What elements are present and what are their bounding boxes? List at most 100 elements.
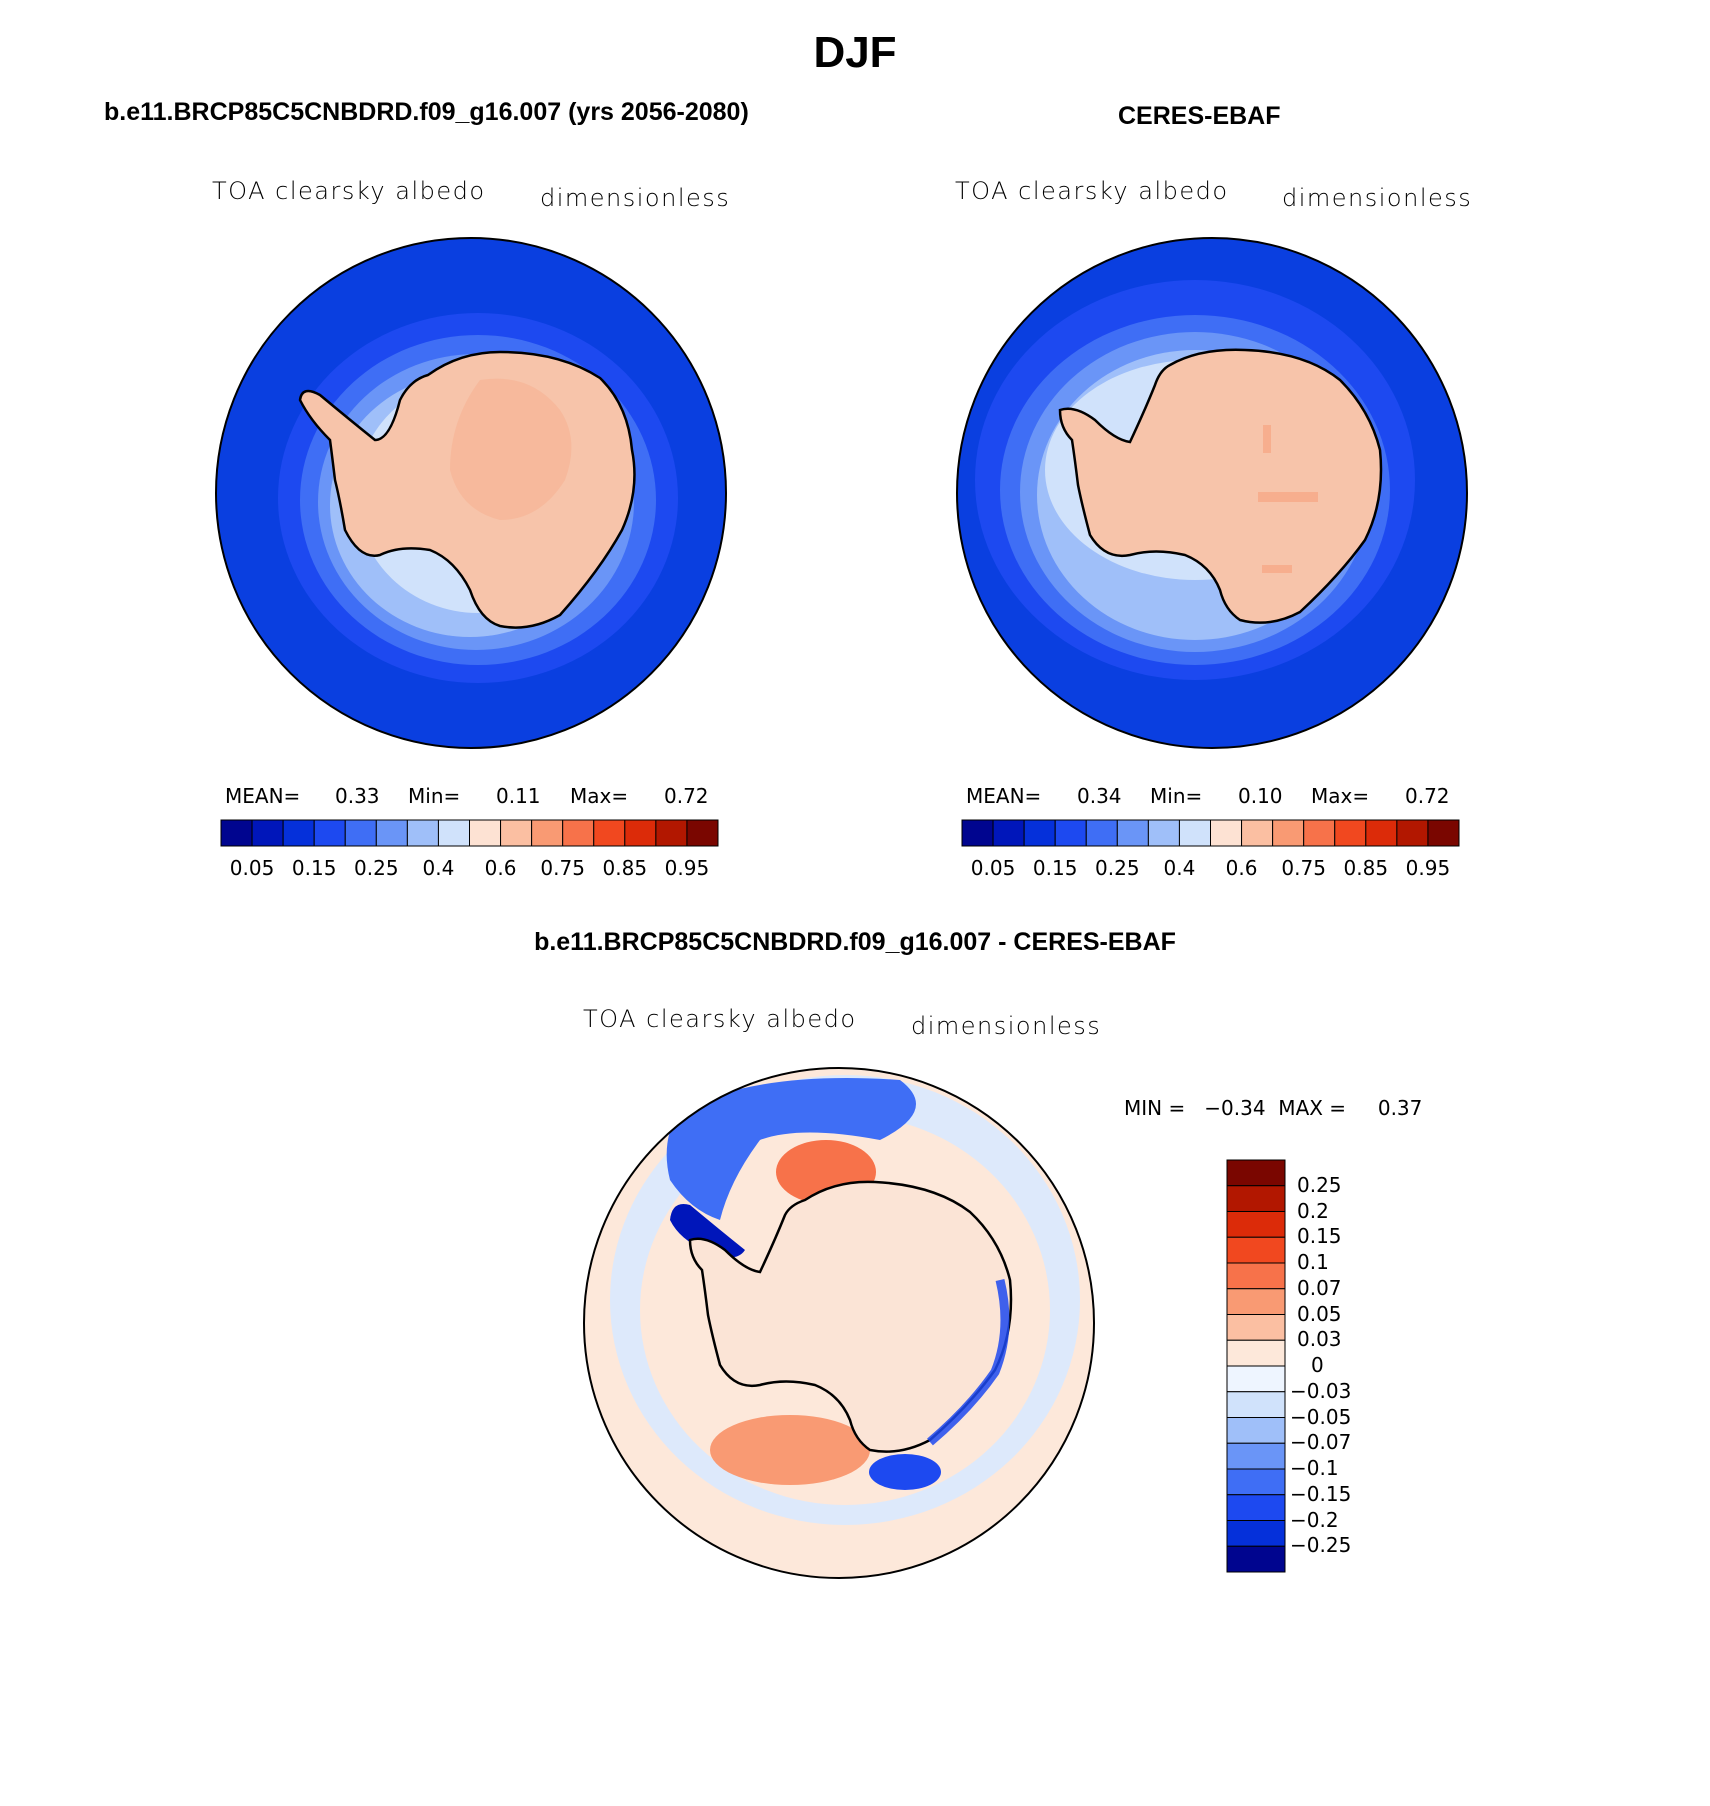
colorbar-tick-label: −0.07 [1290, 1430, 1352, 1455]
colorbar-box [251, 819, 284, 847]
colorbar-box [375, 819, 408, 847]
map-ceres-antarctica [1058, 348, 1383, 624]
colorbar-box [1178, 819, 1211, 847]
map-diff-neg-southeast [869, 1454, 941, 1490]
colorbar-tick-label: 0.03 [1297, 1327, 1342, 1352]
panel-2-max-value: 0.72 [1405, 784, 1450, 808]
colorbar-tick-label: 0.1 [1297, 1250, 1329, 1274]
colorbar-box [1226, 1159, 1286, 1187]
colorbar-tick-label: 0.15 [1297, 1224, 1342, 1249]
colorbar-tick-label: 0.6 [484, 856, 517, 880]
map-diff-neg-west [670, 1204, 745, 1258]
colorbar-tick-label: 0.15 [291, 856, 337, 880]
colorbar-box [1023, 819, 1056, 847]
colorbar-tick-label: 0.85 [602, 856, 648, 880]
colorbar-box [1226, 1314, 1286, 1341]
diff-units-label: dimensionless [911, 1012, 1102, 1040]
map-ceres-anomaly-1 [1258, 492, 1318, 502]
colorbar-box [1226, 1417, 1286, 1444]
colorbar-tick-label: −0.15 [1290, 1481, 1352, 1506]
colorbar-box [992, 819, 1025, 847]
map-ceres-anomaly-3 [1262, 565, 1292, 573]
colorbar-box [469, 819, 502, 847]
colorbar-tick-label: 0.2 [1297, 1198, 1329, 1223]
colorbar-tick-label: 0.25 [1095, 856, 1140, 880]
colorbar-box [1303, 819, 1336, 847]
panel-2-units-label: dimensionless [1282, 184, 1473, 212]
colorbar-box [1226, 1365, 1286, 1393]
diff-minmax: MIN = −0.34 MAX = 0.37 [1124, 1096, 1423, 1120]
map-diff-neg-north [666, 1078, 916, 1220]
panel-1-min-label: Min= [408, 784, 461, 808]
colorbar-difference [1226, 1159, 1286, 1573]
panel-1-title: b.e11.BRCP85C5CNBDRD.f09_g16.007 (yrs 20… [104, 98, 749, 126]
map-ceres-anomaly-2 [1263, 425, 1271, 453]
map-diff-coast-negative [927, 1278, 1010, 1446]
colorbar-box [686, 819, 719, 847]
colorbar-box [1147, 819, 1180, 847]
panel-2-mean-label: MEAN= [966, 784, 1042, 808]
colorbar-tick-label: 0.4 [422, 856, 455, 880]
colorbar-tick-label: 0.75 [1281, 856, 1326, 880]
colorbar-box [1241, 819, 1274, 847]
panel-2-variable-label: TOA clearsky albedo [955, 177, 1229, 205]
colorbar-box [1226, 1262, 1286, 1290]
colorbar-box [1226, 1211, 1286, 1238]
panel-2-title: CERES-EBAF [1118, 102, 1281, 130]
map-model-interior [450, 378, 572, 520]
colorbar-box [1226, 1520, 1286, 1547]
colorbar-box [1210, 819, 1243, 847]
map-diff-antarctica [688, 1180, 1013, 1453]
colorbar-tick-label: 0.25 [354, 856, 399, 880]
colorbar-box [1116, 819, 1149, 847]
colorbar-tick-label: 0.95 [1405, 856, 1451, 880]
panel-2-max-label: Max= [1311, 784, 1370, 808]
colorbar-box [1334, 819, 1367, 847]
colorbar-tick-label: −0.1 [1290, 1456, 1339, 1480]
colorbar-box [282, 819, 315, 847]
diff-title: b.e11.BRCP85C5CNBDRD.f09_g16.007 - CERES… [534, 928, 1176, 956]
colorbar-tick-label: 0.95 [664, 856, 710, 880]
panel-1-max-value: 0.72 [664, 784, 709, 808]
colorbar-tick-label: 0.75 [540, 856, 585, 880]
colorbar-tick-label: −0.2 [1290, 1507, 1339, 1532]
colorbar-tick-label: 0.15 [1032, 856, 1078, 880]
colorbar-tick-label: 0.05 [229, 856, 275, 880]
panel-2-min-label: Min= [1150, 784, 1203, 808]
colorbar-box [1396, 819, 1429, 847]
colorbar-box [1226, 1494, 1286, 1521]
colorbar-model [220, 819, 719, 847]
colorbar-tick-label: 0.25 [1297, 1172, 1342, 1197]
colorbar-tick-label: −0.25 [1290, 1533, 1352, 1558]
colorbar-box [500, 819, 533, 847]
panel-1-min-value: 0.11 [496, 784, 541, 808]
map-diff-pos-south [710, 1415, 870, 1485]
colorbar-tick-label: 0.85 [1343, 856, 1389, 880]
panel-1-mean-value: 0.33 [335, 784, 380, 808]
diff-variable-label: TOA clearsky albedo [583, 1005, 857, 1033]
colorbar-box [1226, 1442, 1286, 1470]
colorbar-box [1427, 819, 1460, 847]
colorbar-tick-label: 0.05 [970, 856, 1016, 880]
colorbar-box [531, 819, 564, 847]
colorbar-box [1226, 1288, 1286, 1315]
colorbar-tick-label: 0.4 [1163, 856, 1196, 880]
panel-2-min-value: 0.10 [1238, 784, 1283, 808]
colorbar-box [961, 819, 994, 847]
colorbar-box [1226, 1545, 1286, 1573]
colorbar-box [344, 819, 377, 847]
colorbar-box [1226, 1391, 1286, 1418]
colorbar-tick-label: 0 [1311, 1353, 1324, 1377]
colorbar-box [1226, 1185, 1286, 1212]
panel-1-mean-label: MEAN= [225, 784, 301, 808]
colorbar-box [1054, 819, 1087, 847]
colorbar-box [1226, 1468, 1286, 1496]
panel-1-units-label: dimensionless [540, 184, 731, 212]
panel-1-max-label: Max= [570, 784, 629, 808]
colorbar-tick-label: −0.05 [1290, 1404, 1352, 1429]
panel-2-mean-value: 0.34 [1077, 784, 1122, 808]
colorbar-tick-label: 0.6 [1225, 856, 1258, 880]
